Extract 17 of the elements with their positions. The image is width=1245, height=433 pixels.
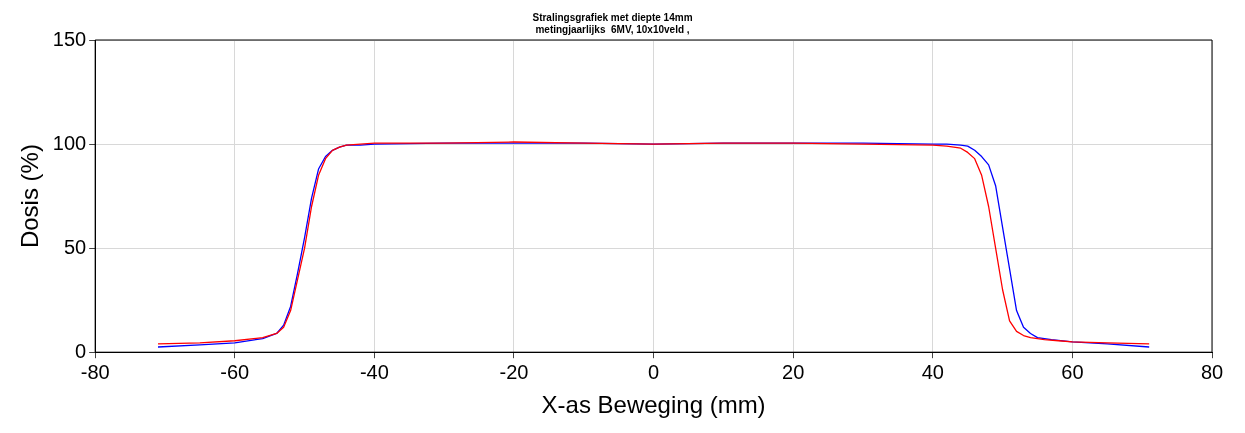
x-tick-label: 40 xyxy=(921,360,944,383)
x-tick-label: -60 xyxy=(220,360,250,383)
y-tick-label: 50 xyxy=(63,235,87,258)
x-tick-label: 0 xyxy=(648,360,660,383)
y-tick-label: 100 xyxy=(52,131,87,154)
y-tick-label: 0 xyxy=(75,339,87,362)
x-tick-label: -20 xyxy=(499,360,529,383)
chart-subtitle: metingjaarlijks 6MV, 10x10veld , xyxy=(535,23,690,35)
y-tick-label: 150 xyxy=(52,27,87,50)
x-tick-label: 60 xyxy=(1061,360,1084,383)
x-tick-label: -40 xyxy=(359,360,389,383)
x-tick-label: 20 xyxy=(782,360,805,383)
x-tick-label: 80 xyxy=(1200,360,1224,383)
y-axis-title: Dosis (%) xyxy=(16,144,44,249)
x-tick-label: -80 xyxy=(80,360,110,383)
chart-title: Stralingsgrafiek met diepte 14mm xyxy=(532,11,693,23)
x-axis-title: X-as Beweging (mm) xyxy=(541,391,766,419)
